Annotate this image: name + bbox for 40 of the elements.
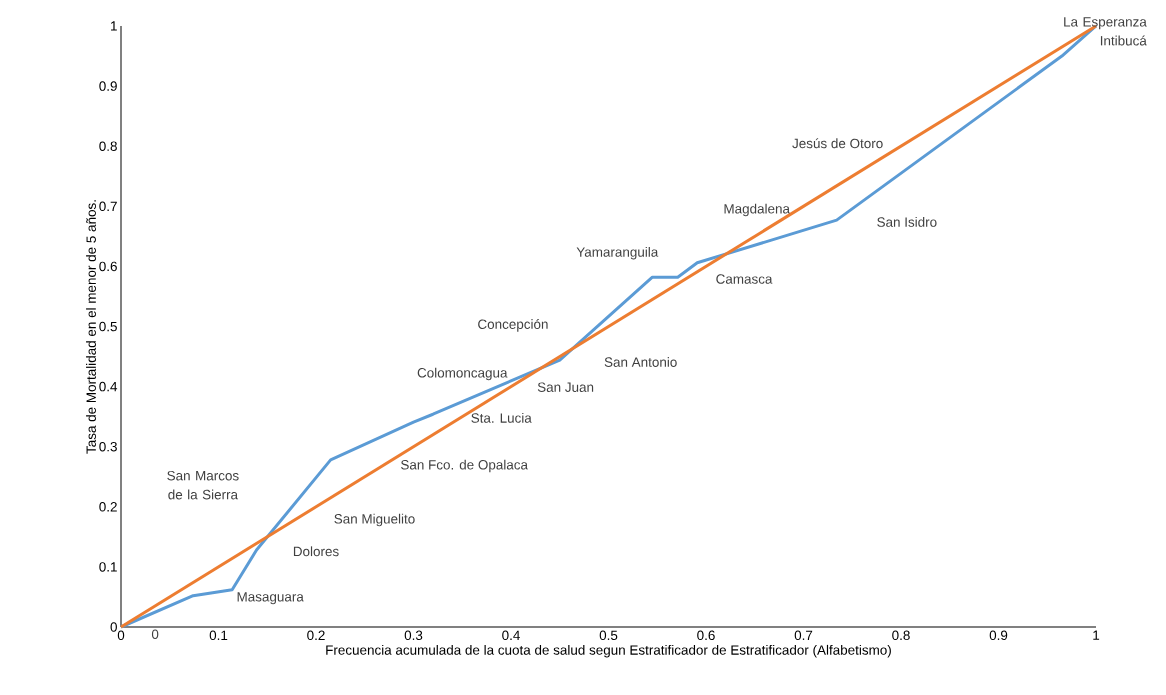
annotation: Camasca <box>716 274 773 284</box>
x-tick-label: 0.3 <box>404 630 423 641</box>
annotation: San Miguelito <box>334 513 415 527</box>
x-axis-title: Frecuencia acumulada de la cuota de salud segun Estratificador de Estratificador (Alfabetismo) <box>326 644 891 658</box>
annotation: San Antonio <box>604 357 677 367</box>
x-tick-label: 0.4 <box>502 630 520 641</box>
y-tick-label: 0 <box>110 622 117 632</box>
y-tick-label: 0.4 <box>99 381 118 392</box>
x-tick-label: 1 <box>1093 630 1100 640</box>
annotation: Concepción <box>478 318 548 332</box>
annotation: La Esperanza Intibucá <box>1064 17 1147 46</box>
annotation: San Juan <box>537 382 594 392</box>
annotation: Dolores <box>293 546 339 557</box>
y-axis-title: Tasa de Mortalidad en el menor de 5 años. <box>86 200 96 454</box>
x-tick-label: 0 <box>117 630 125 641</box>
y-tick-label: 0.2 <box>99 502 117 512</box>
x-tick-label: 0.9 <box>989 630 1008 641</box>
x-tick-label: 0.1 <box>209 630 228 641</box>
annotation: San Fco. de Opalaca <box>401 459 528 473</box>
y-tick-label: 0.6 <box>99 261 117 272</box>
x-tick-label: 0.8 <box>892 630 910 641</box>
x-tick-label: 0.2 <box>307 630 325 641</box>
x-tick-label: 0.6 <box>697 630 715 641</box>
y-tick-label: 0.9 <box>99 81 117 91</box>
y-tick-label: 0.5 <box>99 321 117 332</box>
annotation: Jesús de Otoro <box>792 138 883 149</box>
annotation: Sta. Lucia <box>471 412 532 423</box>
annotation: Colomoncagua <box>417 367 508 381</box>
y-tick-label: 0.7 <box>99 201 117 212</box>
x-tick-label: 0.5 <box>599 630 618 641</box>
annotation: Magdalena <box>724 203 790 217</box>
x-tick-label: 0.7 <box>794 630 813 641</box>
annotation: Yamaranguila <box>576 246 659 260</box>
y-tick-label: 0.3 <box>99 441 117 452</box>
y-tick-label: 1 <box>111 21 117 31</box>
annotation: San Isidro <box>877 216 937 227</box>
y-tick-label: 0.1 <box>99 562 117 572</box>
annotation: San Marcos de la Sierra <box>167 470 239 500</box>
annotation: Masaguara <box>237 592 304 605</box>
y-tick-label: 0.8 <box>99 141 117 151</box>
